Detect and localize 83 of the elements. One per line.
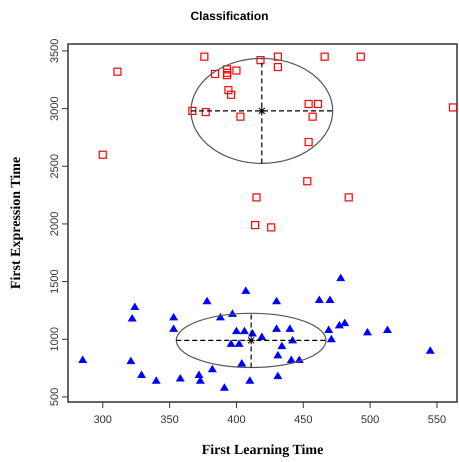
point	[340, 318, 350, 326]
point	[344, 193, 353, 202]
point	[272, 296, 282, 304]
point	[251, 220, 260, 230]
point	[128, 314, 137, 322]
point	[273, 372, 282, 380]
y-tick-label: 2500	[49, 154, 61, 178]
point	[334, 320, 344, 328]
point	[237, 358, 246, 366]
point	[308, 112, 317, 121]
point	[208, 364, 217, 372]
y-axis-title: First Expression Time	[9, 156, 24, 290]
point	[320, 52, 329, 61]
x-tick-label: 400	[227, 414, 246, 426]
point	[324, 326, 334, 334]
point	[326, 296, 335, 304]
point	[267, 223, 276, 232]
point	[98, 150, 107, 159]
point	[224, 86, 233, 94]
point	[194, 370, 204, 378]
point	[304, 100, 313, 108]
point	[169, 324, 178, 332]
point	[256, 56, 265, 64]
point	[226, 339, 236, 347]
point	[274, 62, 282, 72]
point	[176, 374, 185, 382]
point	[130, 302, 140, 310]
x-tick-label: 500	[360, 414, 380, 426]
point	[202, 296, 212, 304]
chart-title: Classification	[190, 9, 269, 23]
point	[246, 336, 256, 345]
point	[200, 52, 208, 61]
x-tick-label: 450	[294, 414, 312, 426]
point	[257, 106, 266, 116]
point	[336, 274, 346, 282]
point	[273, 350, 282, 358]
point	[202, 108, 210, 116]
point	[220, 383, 229, 391]
y-tick-label: 3500	[49, 38, 61, 64]
point	[274, 52, 282, 61]
point	[252, 193, 261, 202]
point	[286, 356, 296, 364]
point	[169, 312, 178, 320]
point	[232, 326, 241, 334]
point	[226, 90, 236, 99]
x-tick-label: 300	[94, 414, 112, 426]
point	[232, 66, 241, 75]
point	[448, 103, 458, 112]
y-tick-label: 1000	[49, 327, 61, 352]
x-tick-label: 350	[160, 414, 179, 426]
point	[126, 356, 136, 364]
point	[234, 339, 244, 347]
point	[210, 70, 220, 78]
point	[304, 138, 313, 146]
y-tick-label: 500	[49, 388, 61, 406]
point	[113, 68, 122, 76]
y-tick-label: 2000	[49, 212, 61, 236]
point	[326, 334, 336, 342]
point	[277, 342, 286, 350]
y-tick-label: 3000	[49, 96, 61, 121]
point	[222, 65, 232, 74]
point	[314, 296, 324, 304]
point	[314, 100, 322, 108]
point	[137, 370, 146, 378]
point	[236, 112, 245, 121]
point	[303, 177, 312, 186]
point	[245, 376, 254, 384]
point	[426, 346, 435, 354]
point	[356, 52, 365, 61]
x-tick-label: 550	[428, 414, 446, 426]
point	[257, 332, 266, 340]
point	[152, 376, 161, 384]
point	[272, 324, 282, 332]
point	[285, 324, 294, 332]
point	[188, 106, 196, 115]
x-axis-title: First Learning Time	[202, 443, 324, 458]
point	[78, 356, 88, 364]
point	[222, 71, 232, 80]
point	[241, 286, 250, 294]
point	[362, 328, 372, 336]
y-tick-label: 1500	[49, 269, 61, 294]
point	[240, 326, 249, 334]
point	[382, 326, 392, 334]
